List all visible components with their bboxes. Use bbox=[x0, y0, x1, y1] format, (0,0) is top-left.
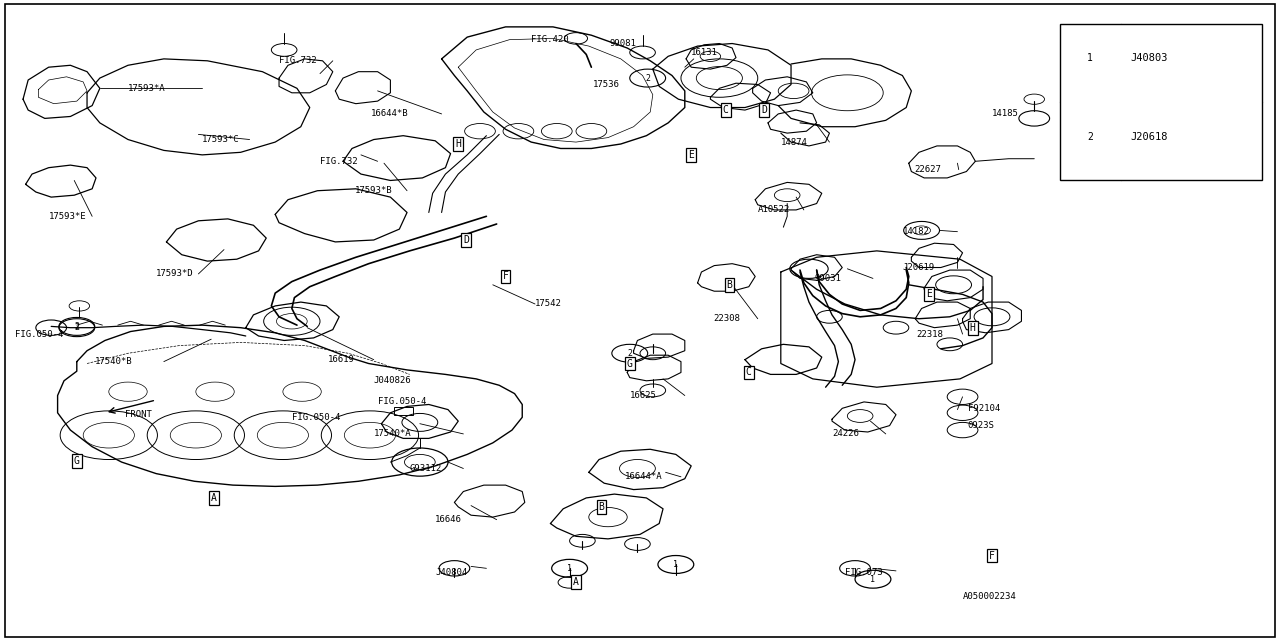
Text: 22308: 22308 bbox=[713, 314, 740, 323]
Text: FIG.732: FIG.732 bbox=[320, 157, 357, 166]
Text: 17593*E: 17593*E bbox=[49, 212, 86, 221]
Text: 17536: 17536 bbox=[593, 80, 620, 89]
Text: 14182: 14182 bbox=[902, 227, 929, 236]
Text: 99031: 99031 bbox=[814, 274, 841, 283]
Text: J20618: J20618 bbox=[1130, 132, 1169, 141]
Text: D: D bbox=[463, 235, 468, 245]
Text: FIG.073: FIG.073 bbox=[845, 568, 882, 577]
Text: 24226: 24226 bbox=[832, 429, 859, 438]
Text: FIG.050-4: FIG.050-4 bbox=[292, 413, 340, 422]
Text: 17542: 17542 bbox=[535, 300, 562, 308]
Text: F92104: F92104 bbox=[968, 404, 1000, 413]
Text: C: C bbox=[723, 105, 728, 115]
Text: G: G bbox=[627, 358, 632, 369]
Text: 14874: 14874 bbox=[781, 138, 808, 147]
Text: 16644*B: 16644*B bbox=[371, 109, 408, 118]
Text: J40804: J40804 bbox=[435, 568, 467, 577]
Text: 17593*D: 17593*D bbox=[156, 269, 193, 278]
Text: 17593*A: 17593*A bbox=[128, 84, 165, 93]
Text: 22627: 22627 bbox=[914, 165, 941, 174]
Text: FIG.050-4: FIG.050-4 bbox=[378, 397, 426, 406]
Text: 14185: 14185 bbox=[992, 109, 1019, 118]
FancyBboxPatch shape bbox=[394, 407, 413, 415]
Text: 17593*C: 17593*C bbox=[202, 135, 239, 144]
Text: 1: 1 bbox=[870, 575, 876, 584]
Text: H: H bbox=[456, 139, 461, 149]
Text: 16644*A: 16644*A bbox=[625, 472, 662, 481]
Text: A050002234: A050002234 bbox=[963, 592, 1016, 601]
Text: FRONT: FRONT bbox=[125, 410, 152, 419]
Text: 2: 2 bbox=[1087, 132, 1093, 141]
Text: G: G bbox=[74, 456, 79, 466]
Text: B: B bbox=[599, 502, 604, 512]
Text: E: E bbox=[927, 289, 932, 300]
Text: 0923S: 0923S bbox=[968, 421, 995, 430]
Text: D: D bbox=[762, 105, 767, 115]
Text: A: A bbox=[573, 577, 579, 588]
Text: FIG.050-4: FIG.050-4 bbox=[15, 330, 64, 339]
FancyBboxPatch shape bbox=[1060, 24, 1262, 180]
Text: 2: 2 bbox=[74, 323, 79, 332]
Text: 17540*A: 17540*A bbox=[374, 429, 411, 438]
Text: 16131: 16131 bbox=[691, 48, 718, 57]
Text: J040826: J040826 bbox=[374, 376, 411, 385]
Text: 1: 1 bbox=[673, 560, 678, 569]
Text: 16646: 16646 bbox=[435, 515, 462, 524]
Text: FIG.732: FIG.732 bbox=[279, 56, 316, 65]
Text: A10522: A10522 bbox=[758, 205, 790, 214]
Text: H: H bbox=[970, 323, 975, 333]
Text: 16625: 16625 bbox=[630, 391, 657, 400]
Text: A: A bbox=[211, 493, 216, 503]
Text: 2: 2 bbox=[645, 74, 650, 83]
Text: J20619: J20619 bbox=[902, 263, 934, 272]
Text: 99081: 99081 bbox=[609, 39, 636, 48]
Text: 1: 1 bbox=[1087, 53, 1093, 63]
Text: 17593*B: 17593*B bbox=[355, 186, 392, 195]
Text: 2: 2 bbox=[627, 349, 632, 358]
Text: G93112: G93112 bbox=[410, 464, 442, 473]
Text: E: E bbox=[689, 150, 694, 160]
Text: C: C bbox=[746, 367, 751, 378]
Text: B: B bbox=[727, 280, 732, 290]
Text: 1: 1 bbox=[567, 564, 572, 573]
Text: F: F bbox=[989, 550, 995, 561]
Text: 2: 2 bbox=[74, 322, 79, 331]
Text: F: F bbox=[503, 271, 508, 282]
Text: 22318: 22318 bbox=[916, 330, 943, 339]
Text: FIG.420: FIG.420 bbox=[531, 35, 568, 44]
Text: 17540*B: 17540*B bbox=[95, 357, 132, 366]
Text: J40803: J40803 bbox=[1130, 53, 1169, 63]
Text: 16619: 16619 bbox=[328, 355, 355, 364]
